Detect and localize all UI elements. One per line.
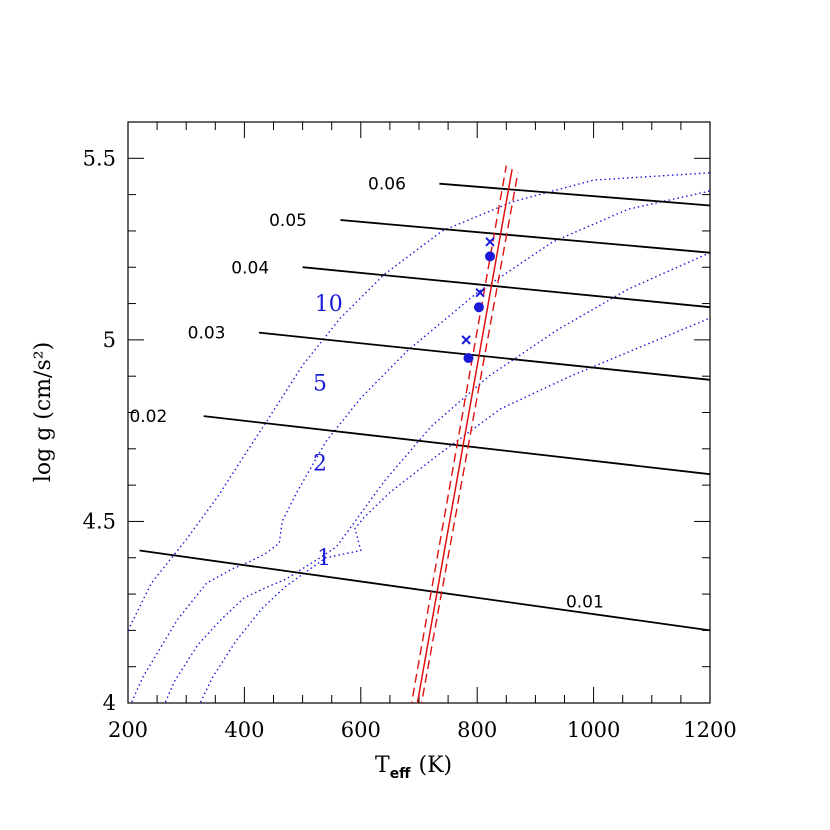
mass-track-label: 0.03 [188,324,226,344]
mass-track-label: 0.06 [368,175,406,195]
x-tick-label: 200 [108,718,148,742]
isochrone-label: 2 [313,452,327,477]
isochrone-line [128,172,710,631]
x-axis-title: Teff (K) [375,753,452,782]
x-axis-title-subscript: eff [390,766,411,782]
plot-frame [127,121,711,704]
isochrone-label: 10 [315,292,343,317]
mass-track-line [139,549,711,632]
mass-track-line [258,331,711,381]
constraint-dashed-line [410,165,507,703]
isochrone-line [199,317,710,703]
x-tick-label: 600 [341,718,381,742]
y-tick-label: 4.5 [83,509,116,533]
y-axis-title: log g (cm/s²) [31,342,56,482]
mass-track-label: 0.02 [129,407,167,427]
y-tick-labels: 4 4.5 5 5.5 [83,146,116,715]
y-tick-label: 4 [103,691,116,715]
isochrone-line [164,252,710,703]
isochrone-line [130,190,710,703]
data-point-circle [485,251,496,262]
data-point-circle [463,353,474,364]
x-axis-title-unit: (K) [419,753,453,778]
x-tick-label: 1000 [567,718,620,742]
mass-track-label: 0.01 [566,592,604,612]
mass-track-line [439,182,711,207]
data-point-cross [485,237,495,247]
isochrones [128,172,710,703]
mass-track-line [340,219,711,254]
x-tick-label: 1200 [683,718,736,742]
y-tick-label: 5.5 [83,146,116,170]
x-tick-label: 800 [457,718,497,742]
constraint-center-line [416,169,513,703]
data-point-circle [473,302,484,313]
data-point-cross [475,287,485,298]
x-tick-labels: 200 400 600 800 1000 1200 [108,718,737,742]
data-point-cross [461,335,471,345]
data-points [461,237,496,364]
constraint-dashed-line [420,172,519,703]
isochrone-label: 5 [313,372,327,397]
mass-track-label: 0.05 [269,211,307,231]
x-tick-label: 400 [224,718,264,742]
isochrone-label: 1 [317,546,331,571]
mass-tracks: 0.01 0.02 0.03 0.04 0.05 0.06 [129,175,711,632]
axis-ticks [127,121,711,704]
mass-track-line [302,266,711,309]
mass-track-label: 0.04 [231,258,269,278]
y-tick-label: 5 [103,328,116,352]
constraint-band [410,165,519,703]
